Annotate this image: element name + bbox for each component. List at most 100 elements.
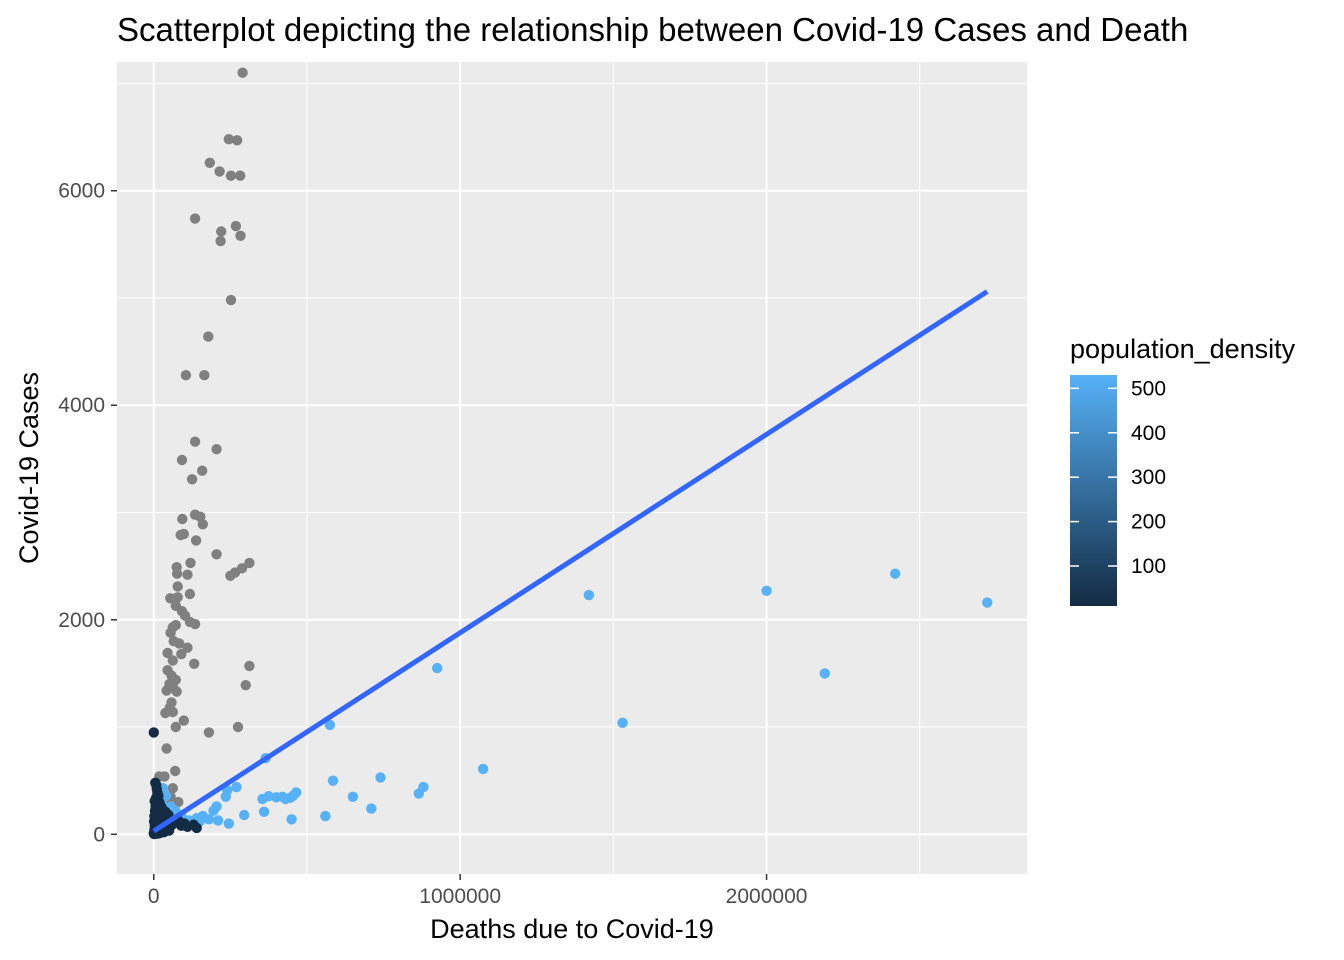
data-point	[432, 662, 443, 674]
data-point	[237, 67, 248, 78]
data-point	[189, 658, 200, 669]
data-point	[204, 157, 215, 168]
data-point	[761, 585, 772, 596]
data-point	[167, 783, 178, 794]
legend: population_density 100 200 300 400 500	[1070, 334, 1296, 606]
legend-ticks: 100 200 300 400 500	[1070, 377, 1166, 578]
data-point	[189, 436, 201, 447]
data-point	[819, 668, 830, 679]
plot-panel	[117, 62, 1027, 874]
data-point	[176, 454, 188, 466]
data-point	[583, 589, 595, 601]
data-point	[225, 170, 237, 181]
data-point	[178, 528, 189, 540]
data-point	[190, 535, 202, 546]
data-point	[182, 569, 193, 580]
data-point	[235, 170, 246, 181]
data-point	[197, 519, 208, 530]
data-point	[244, 557, 255, 569]
data-point	[208, 805, 219, 816]
data-point	[982, 597, 993, 608]
data-point	[477, 763, 489, 775]
data-point	[225, 294, 237, 306]
legend-label: 500	[1131, 377, 1166, 400]
data-point	[161, 743, 172, 754]
data-point	[257, 793, 268, 805]
data-point	[258, 806, 270, 817]
legend-label: 400	[1131, 422, 1166, 445]
data-point	[170, 619, 181, 631]
data-point	[375, 772, 386, 783]
data-point	[165, 627, 176, 638]
data-point	[244, 660, 255, 672]
minor-gridlines	[117, 62, 1027, 874]
chart-title: Scatterplot depicting the relationship b…	[117, 11, 1188, 48]
data-point	[203, 814, 215, 825]
data-point	[214, 166, 225, 177]
data-point	[230, 220, 242, 232]
data-point	[232, 721, 244, 733]
data-point	[223, 134, 234, 145]
data-point	[890, 568, 901, 579]
major-gridlines	[117, 62, 1027, 874]
data-point	[186, 474, 198, 485]
data-point	[174, 638, 185, 649]
data-point	[184, 588, 196, 600]
x-tick-label: 2000000	[726, 885, 808, 908]
data-point	[189, 509, 201, 520]
data-point	[211, 444, 222, 455]
data-point	[240, 680, 251, 691]
data-points	[148, 67, 993, 840]
data-point	[413, 788, 424, 799]
x-tick-label: 0	[148, 885, 160, 908]
legend-colorbar	[1070, 375, 1117, 606]
data-point	[189, 213, 201, 224]
data-point	[231, 781, 242, 793]
data-point	[171, 686, 182, 697]
y-axis-ticks: 0 2000 4000 6000	[58, 180, 117, 846]
data-point	[211, 549, 222, 560]
data-point	[231, 135, 243, 146]
data-point	[185, 557, 196, 569]
data-point	[156, 802, 167, 813]
data-point	[199, 370, 210, 381]
y-tick-label: 4000	[58, 394, 105, 417]
data-point	[191, 822, 202, 834]
data-point	[170, 721, 181, 733]
data-point	[172, 592, 183, 603]
data-point	[327, 775, 339, 786]
data-point	[212, 815, 224, 826]
data-point	[173, 796, 184, 808]
data-point	[178, 715, 189, 726]
data-point	[235, 230, 246, 241]
data-point	[223, 818, 234, 829]
x-tick-label: 1000000	[419, 885, 501, 908]
trend-line	[152, 289, 989, 834]
data-point	[161, 685, 172, 696]
y-tick-label: 0	[93, 823, 105, 846]
y-tick-label: 6000	[58, 180, 105, 203]
y-axis-title: Covid-19 Cases	[14, 372, 44, 564]
data-point	[162, 647, 173, 659]
data-point	[180, 370, 192, 381]
legend-title: population_density	[1070, 334, 1296, 364]
data-point	[203, 331, 214, 342]
legend-label: 100	[1131, 555, 1166, 578]
data-point	[280, 793, 291, 805]
data-point	[366, 803, 377, 814]
data-point	[167, 706, 178, 718]
data-point	[172, 581, 183, 592]
legend-label: 200	[1131, 511, 1166, 534]
data-point	[197, 465, 208, 476]
data-point	[176, 648, 187, 660]
y-tick-label: 2000	[58, 609, 105, 632]
data-point	[320, 810, 331, 822]
data-point	[148, 727, 159, 738]
data-point	[182, 642, 193, 653]
data-point	[216, 226, 227, 237]
legend-label: 300	[1131, 466, 1166, 489]
data-point	[239, 809, 250, 821]
data-point	[215, 235, 226, 247]
data-point	[189, 618, 201, 630]
